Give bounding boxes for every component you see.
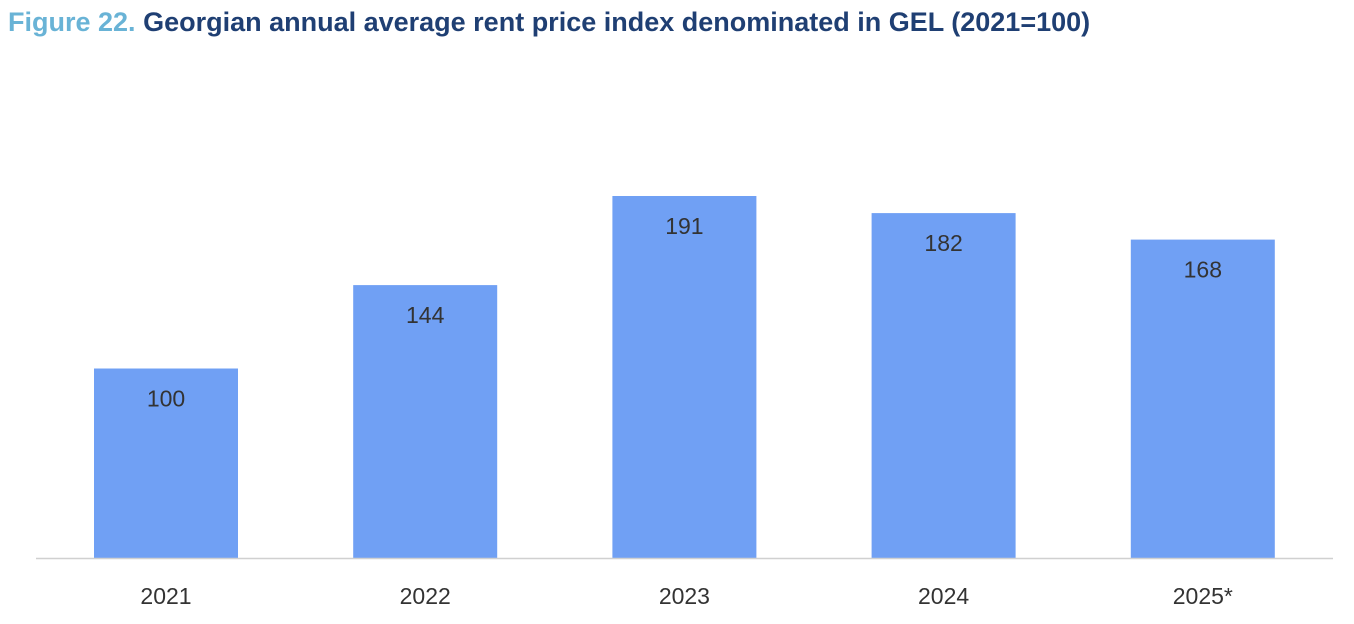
data-label-2021: 100 [147,386,185,412]
data-label-2023: 191 [665,213,703,239]
data-label-2024: 182 [924,230,962,256]
bar-2023 [612,196,757,558]
x-tick-label-2021: 2021 [140,583,191,609]
bars-group [94,196,1275,558]
x-tick-label-2024: 2024 [918,583,969,609]
bar-2021 [94,368,238,558]
chart-title: Figure 22. Georgian annual average rent … [8,4,1090,40]
x-tick-label-2025: 2025* [1173,583,1233,609]
data-label-2022: 144 [406,302,445,328]
bar-2022 [353,285,498,558]
x-tick-labels-group: 2021 2022 2023 2024 2025* [140,583,1232,609]
x-tick-label-2023: 2023 [659,583,710,609]
figure-caption: Georgian annual average rent price index… [143,7,1091,37]
bar-2025 [1130,239,1275,558]
bar-2024 [871,213,1016,558]
data-label-2025: 168 [1184,257,1222,283]
figure-number: Figure 22. [8,7,136,37]
data-labels-group: 100 144 191 182 168 [147,213,1222,412]
x-tick-label-2022: 2022 [400,583,451,609]
